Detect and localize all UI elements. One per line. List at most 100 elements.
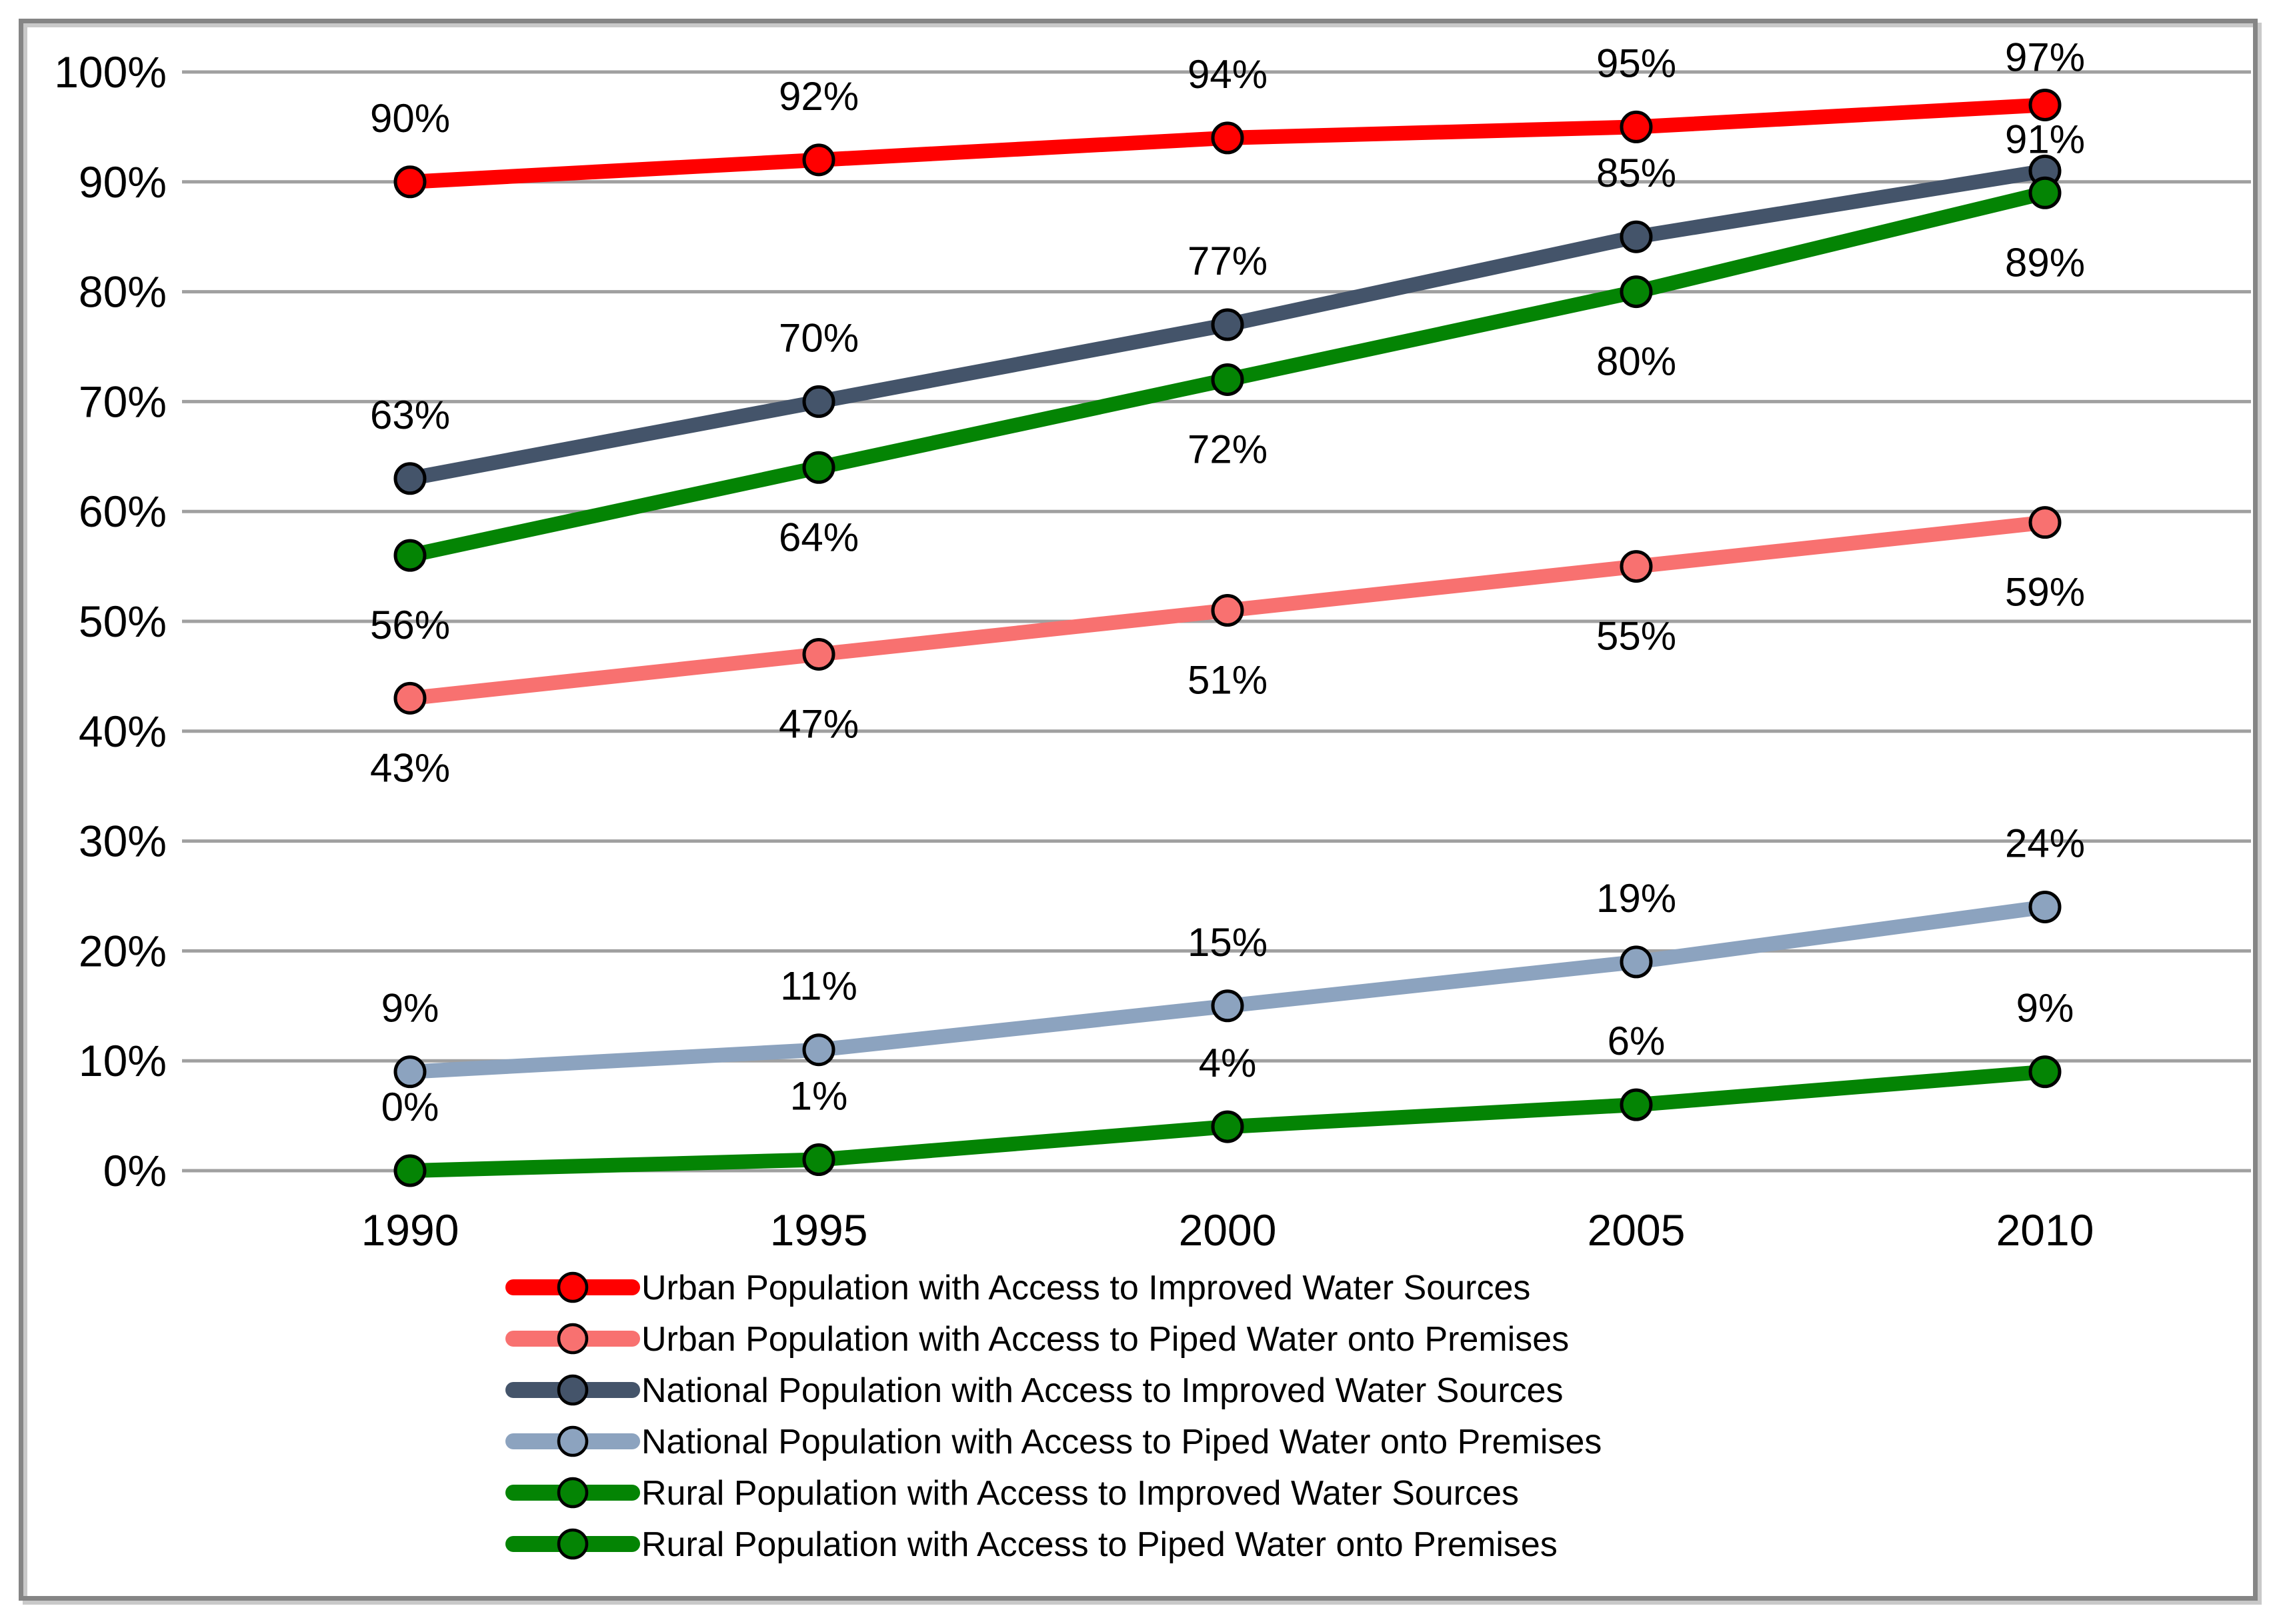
data-point-marker [393, 1154, 427, 1187]
data-label: 51% [1188, 658, 1268, 703]
data-label: 43% [370, 745, 450, 790]
legend-item-label: Rural Population with Access to Improved… [641, 1474, 1519, 1513]
data-point-marker [1620, 1088, 1653, 1121]
data-point-marker [393, 539, 427, 572]
data-point-marker [1620, 220, 1653, 253]
data-label: 4% [1199, 1041, 1257, 1085]
data-label: 89% [2005, 240, 2085, 285]
legend-marker-dot [557, 1271, 589, 1303]
data-point-marker [1211, 594, 1244, 627]
data-label: 72% [1188, 427, 1268, 471]
legend-item-label: Urban Population with Access to Improved… [641, 1269, 1530, 1307]
data-label: 90% [370, 96, 450, 141]
legend-item-4: Rural Population with Access to Improved… [505, 1474, 1519, 1513]
data-label: 9% [381, 986, 439, 1031]
legend-marker-dot [557, 1374, 589, 1406]
legend-item-2: National Population with Access to Impro… [505, 1371, 1564, 1410]
data-point-marker [1620, 110, 1653, 143]
y-axis-tick-label: 80% [79, 267, 167, 317]
x-axis-tick-label: 1995 [770, 1205, 868, 1255]
data-point-marker [1620, 550, 1653, 583]
data-label: 80% [1596, 339, 1676, 384]
y-axis-tick-label: 90% [79, 157, 167, 207]
data-label: 55% [1596, 614, 1676, 659]
data-label: 24% [2005, 821, 2085, 865]
data-label: 47% [779, 701, 859, 746]
legend: Urban Population with Access to Improved… [505, 1269, 1602, 1564]
legend-marker-dot [557, 1323, 589, 1355]
y-axis: 0% 10% 20% 30% 40% 50% 60% 70% 80% 90% 100% [54, 47, 167, 1195]
series-3 [393, 890, 2062, 1089]
legend-marker-dot [557, 1425, 589, 1457]
data-label: 0% [381, 1085, 439, 1129]
data-point-marker [2028, 1055, 2062, 1089]
y-axis-tick-label: 50% [79, 597, 167, 646]
y-axis-tick-label: 0% [103, 1146, 167, 1195]
legend-item-3: National Population with Access to Piped… [505, 1423, 1602, 1461]
legend-marker-dot [557, 1477, 589, 1509]
y-axis-tick-label: 30% [79, 817, 167, 866]
data-point-marker [2028, 890, 2062, 923]
chart-frame [19, 19, 2258, 1601]
series-4 [393, 176, 2062, 572]
data-label: 19% [1596, 876, 1676, 921]
data-labels: 90% 92% 94% 95% 97% 43% 47% 51% 55% 59% 63% 70% 77% 8… [370, 35, 2085, 1129]
data-label: 97% [2005, 35, 2085, 79]
data-point-marker [1620, 945, 1653, 979]
data-point-marker [802, 1143, 835, 1177]
data-point-marker [1211, 121, 1244, 155]
series-5 [393, 1055, 2062, 1187]
data-point-marker [1620, 275, 1653, 309]
legend-item-label: Urban Population with Access to Piped Wa… [641, 1320, 1569, 1359]
x-axis-tick-label: 2005 [1588, 1205, 1686, 1255]
legend-item-label: National Population with Access to Piped… [641, 1423, 1602, 1461]
data-point-marker [393, 681, 427, 715]
data-label: 6% [1608, 1019, 1666, 1063]
x-axis-tick-label: 2000 [1179, 1205, 1277, 1255]
data-label: 94% [1188, 52, 1268, 97]
data-point-marker [393, 165, 427, 199]
legend-item-5: Rural Population with Access to Piped Wa… [505, 1525, 1558, 1564]
data-label: 85% [1596, 151, 1676, 195]
legend-item-1: Urban Population with Access to Piped Wa… [505, 1320, 1569, 1359]
data-point-marker [2028, 506, 2062, 539]
legend-item-label: National Population with Access to Impro… [641, 1371, 1564, 1410]
data-point-marker [2028, 176, 2062, 209]
y-axis-tick-label: 40% [79, 707, 167, 756]
legend-item-label: Rural Population with Access to Piped Wa… [641, 1525, 1558, 1564]
data-point-marker [802, 385, 835, 418]
data-label: 95% [1596, 41, 1676, 85]
data-point-marker [802, 451, 835, 484]
series-0 [393, 88, 2062, 199]
x-axis-tick-label: 2010 [1996, 1205, 2094, 1255]
data-point-marker [1211, 308, 1244, 341]
data-label: 91% [2005, 117, 2085, 161]
y-axis-tick-label: 60% [79, 487, 167, 536]
data-label: 64% [779, 515, 859, 559]
x-axis-tick-label: 1990 [361, 1205, 459, 1255]
data-point-marker [2028, 88, 2062, 121]
data-point-marker [1211, 1110, 1244, 1143]
data-point-marker [393, 462, 427, 495]
data-point-marker [1211, 989, 1244, 1023]
x-axis: 1990 1995 2000 2005 2010 [361, 1205, 2094, 1255]
legend-marker-dot [557, 1528, 589, 1560]
y-axis-tick-label: 20% [79, 926, 167, 975]
series-1 [393, 506, 2062, 715]
data-point-marker [1211, 363, 1244, 396]
legend-item-0: Urban Population with Access to Improved… [505, 1269, 1530, 1307]
data-point-marker [802, 637, 835, 671]
data-point-marker [393, 1055, 427, 1089]
data-point-marker [802, 1033, 835, 1067]
y-axis-tick-label: 70% [79, 377, 167, 426]
data-label: 63% [370, 393, 450, 437]
data-label: 56% [370, 603, 450, 647]
data-label: 59% [2005, 570, 2085, 615]
y-axis-tick-label: 100% [54, 47, 167, 97]
data-label: 77% [1188, 239, 1268, 283]
series-2 [393, 154, 2062, 495]
data-label: 11% [780, 964, 857, 1009]
data-label: 15% [1188, 920, 1268, 965]
